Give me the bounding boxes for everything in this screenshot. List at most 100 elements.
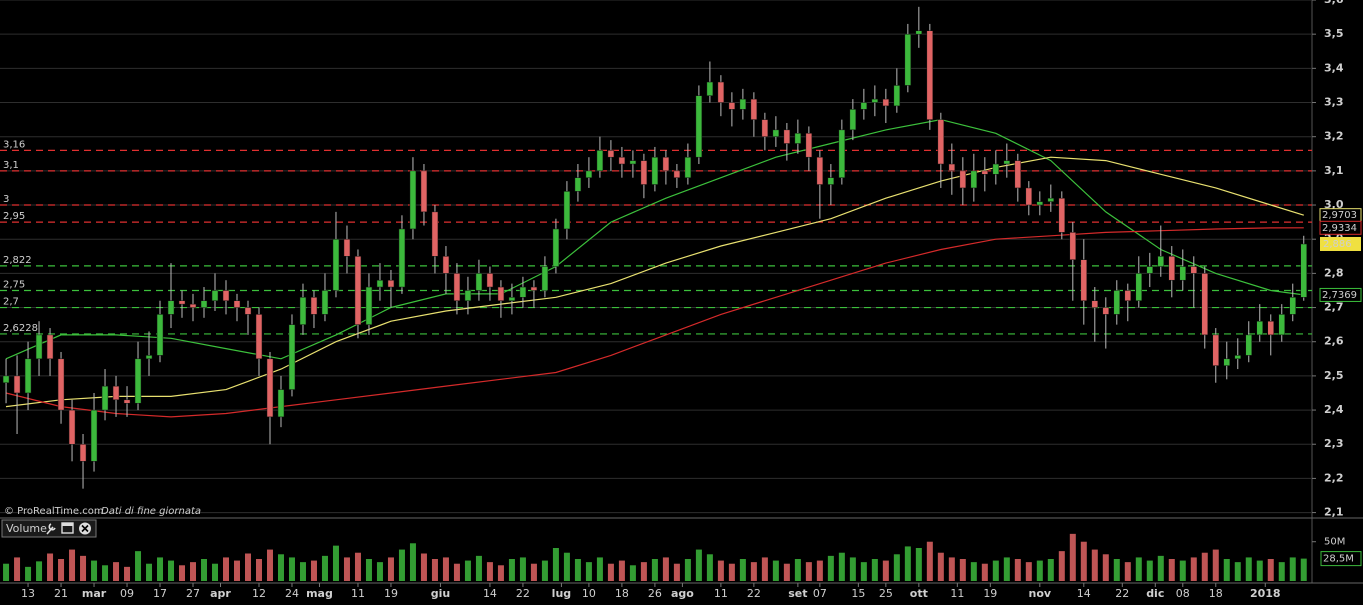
volume-bar [640, 562, 647, 581]
y-tick-label: 3,4 [1324, 61, 1344, 74]
candle-body [332, 238, 340, 291]
volume-bar [794, 559, 801, 581]
volume-bars [3, 533, 1307, 581]
candle-body [563, 191, 571, 230]
y-tick-label: 3,3 [1324, 96, 1344, 109]
candle-body [618, 156, 626, 165]
x-tick-label: 12 [252, 587, 266, 600]
x-tick-label: 19 [983, 587, 997, 600]
close-cross[interactable] [81, 524, 89, 533]
wrench[interactable] [46, 523, 56, 535]
x-tick-label: 18 [1209, 587, 1223, 600]
volume-bar [332, 545, 339, 581]
candle-body [1278, 314, 1286, 336]
candle-body [574, 177, 582, 192]
moving-averages [5, 118, 1304, 418]
candle-body [1091, 300, 1099, 308]
candle-body [354, 256, 362, 325]
candle-body [1003, 160, 1011, 165]
candle-body [684, 156, 692, 178]
candle-body [673, 170, 681, 178]
volume-bar [321, 555, 328, 581]
volume-bar [915, 548, 922, 581]
candle-body [706, 81, 714, 96]
x-tick-label: 11 [950, 587, 964, 600]
settings-icon[interactable] [46, 523, 56, 535]
volume-bar [992, 560, 999, 581]
ma-end-label: 2,7369 [1322, 290, 1357, 301]
candle-body [68, 409, 76, 445]
candle-body [926, 30, 934, 120]
candle-body [453, 273, 461, 301]
volume-bar [486, 562, 493, 581]
candle-body [783, 129, 791, 144]
volume-bar [772, 560, 779, 581]
x-tick-label: mag [306, 587, 333, 600]
x-tick-label: 24 [285, 587, 299, 600]
candle-body [101, 385, 109, 411]
volume-bar [398, 549, 405, 581]
x-tick-label: giu [431, 587, 450, 600]
candle-body [904, 33, 912, 86]
note: Dati di fine giornata [101, 506, 201, 517]
candle-body [893, 85, 901, 107]
candle-body [409, 170, 417, 230]
candle-body [1036, 201, 1044, 206]
last-price-box [1320, 236, 1361, 251]
level-label: 3 [3, 194, 9, 205]
ma-end-label: 2,9334 [1322, 223, 1357, 234]
x-tick-label: 11 [714, 587, 728, 600]
candle-body [1157, 256, 1165, 267]
candle-body [156, 314, 164, 356]
candle-body [1102, 307, 1110, 315]
volume-bar [1190, 557, 1197, 581]
candle-body [1124, 290, 1132, 301]
candle-body [1179, 266, 1187, 281]
volume-bar [684, 559, 691, 581]
y-tick-label: 3,2 [1324, 130, 1344, 143]
volume-bar [179, 565, 186, 581]
volume-bar [651, 559, 658, 581]
volume-bar [1278, 562, 1285, 581]
candle-body [79, 443, 87, 462]
candle-body [915, 30, 923, 35]
x-tick-label: set [788, 587, 807, 600]
x-tick-label: 08 [1176, 587, 1190, 600]
candle-body [541, 266, 549, 291]
volume-bar [277, 554, 284, 581]
window-icon-bar[interactable] [62, 523, 73, 526]
candle-body [519, 286, 527, 298]
x-tick-label: 22 [516, 587, 530, 600]
volume-bar [442, 557, 449, 581]
candle-body [123, 399, 131, 404]
candle-body [739, 98, 747, 110]
volume-bar [69, 549, 76, 581]
candle-body [827, 177, 835, 185]
volume-bar [607, 563, 614, 581]
volume-bar [354, 552, 361, 581]
volume-bar [453, 563, 460, 581]
level-label: 2,7 [3, 297, 19, 308]
volume-bar [805, 562, 812, 581]
volume-bar [1113, 559, 1120, 581]
candle-body [266, 358, 274, 418]
volume-bar [201, 559, 208, 581]
candle-body [717, 81, 725, 103]
candle-body [640, 160, 648, 185]
volume-bar [1036, 560, 1043, 581]
volume-bar [948, 557, 955, 581]
volume-bar [3, 563, 10, 581]
volume-bar [574, 559, 581, 581]
level-label: 2,822 [3, 255, 32, 266]
candle-body [35, 334, 43, 360]
volume-bar [1025, 562, 1032, 581]
candle-body [607, 150, 615, 158]
volume-bar [168, 560, 175, 581]
x-tick-label: ott [910, 587, 928, 600]
volume-bar [706, 554, 713, 581]
candle-body [13, 375, 21, 394]
volume-bar [222, 557, 229, 581]
volume-bar [673, 563, 680, 581]
volume-bar [1102, 554, 1109, 581]
candle-body [1047, 197, 1055, 202]
